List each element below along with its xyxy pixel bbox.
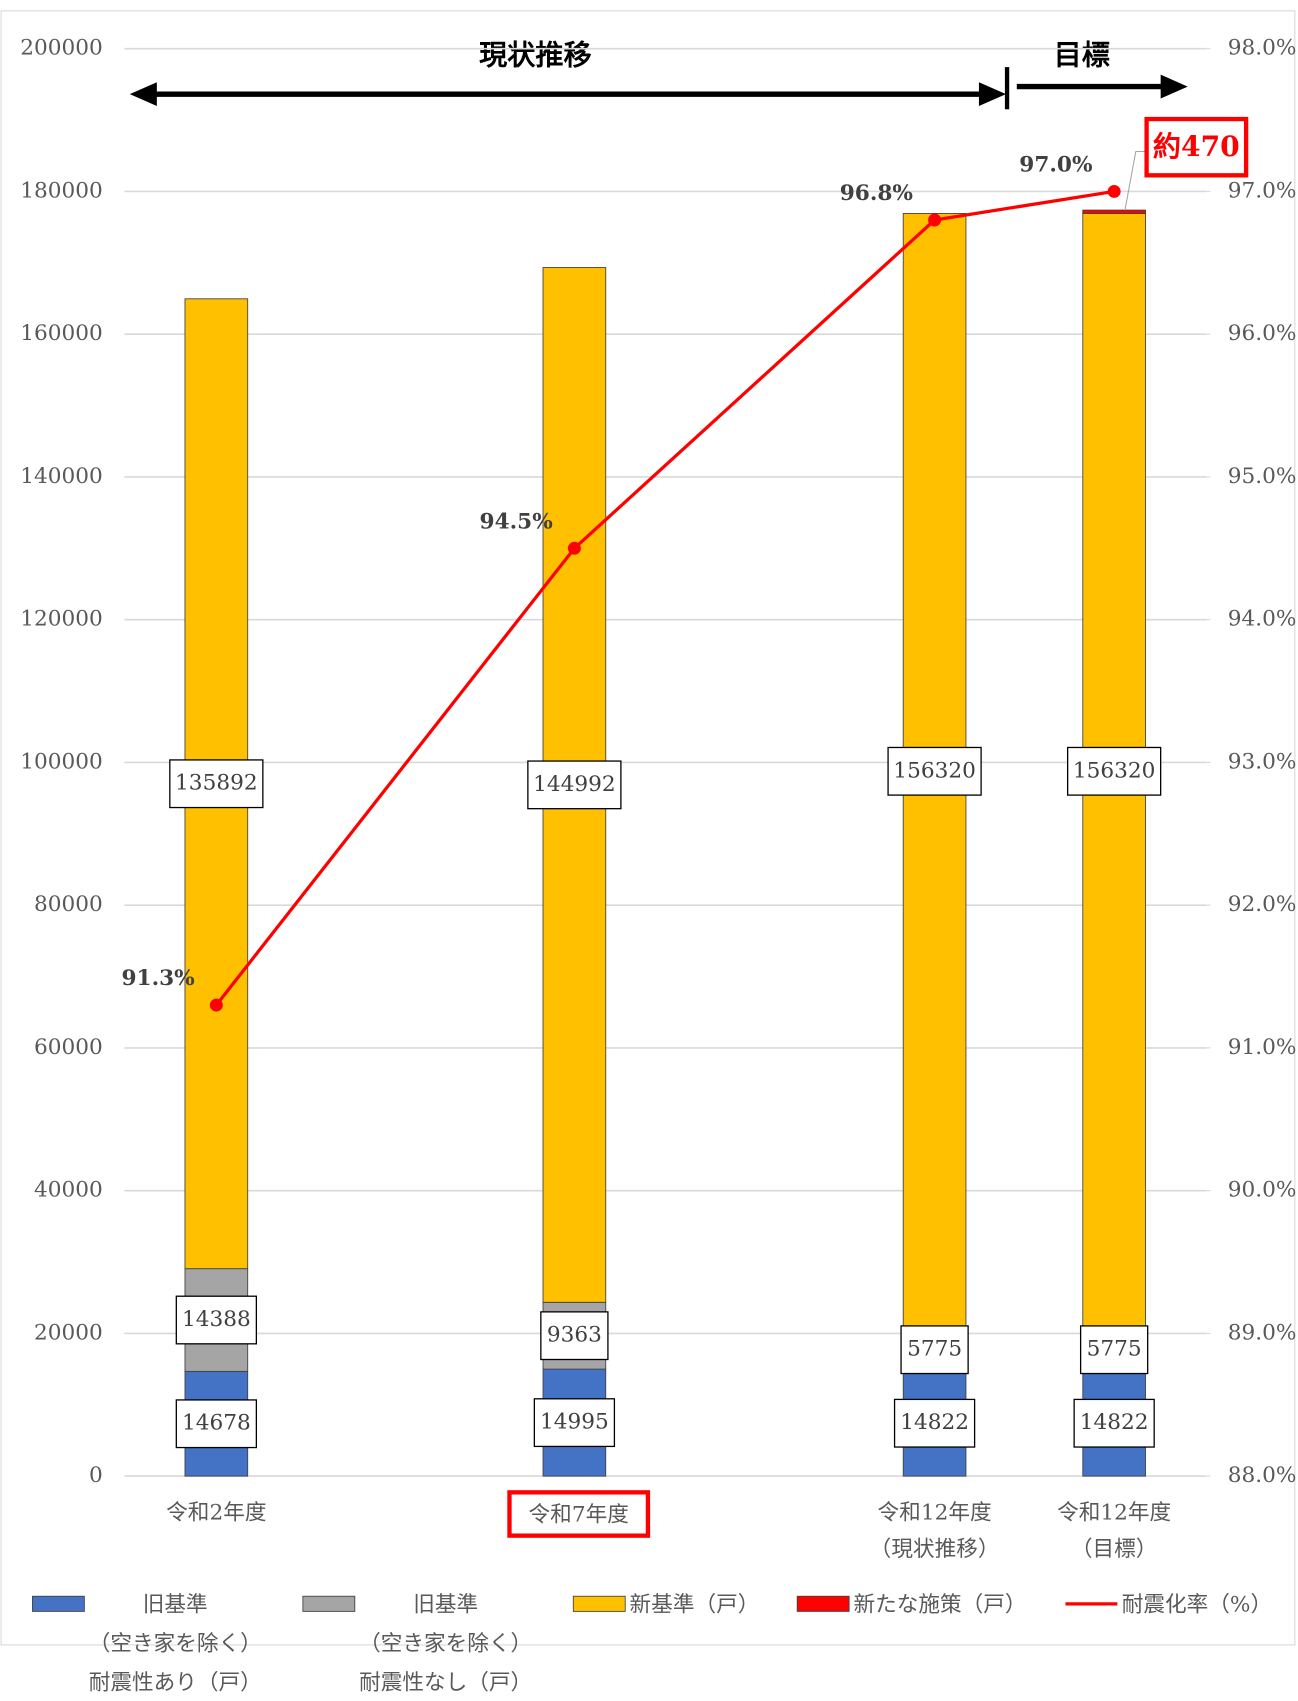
data-label: 135892 (175, 771, 258, 796)
bar-segment (1082, 209, 1146, 214)
label-box (1144, 116, 1249, 178)
y-tick-label: 0 (89, 1463, 103, 1488)
label-box (175, 1399, 258, 1449)
legend-swatch (302, 1595, 356, 1612)
y-tick-label: 140000 (20, 464, 103, 489)
y2-tick-label: 91.0% (1228, 1035, 1297, 1060)
arrow-head (978, 82, 1006, 107)
x-tick-label: 令和12年度 （現状推移） (869, 1498, 1000, 1562)
legend-label: 旧基準 （空き家を除く） 耐震性なし（戸） (359, 1590, 533, 1695)
label-box (1066, 746, 1162, 796)
arrow-head (1160, 74, 1188, 99)
legend-swatch (796, 1595, 850, 1612)
data-label: 91.3% (122, 966, 196, 991)
label-box (887, 746, 982, 796)
label-box (169, 759, 264, 809)
x-tick-label: 令和12年度 （目標） (1057, 1498, 1172, 1562)
bar-labels: 14678 14995 14822 14822 14388 9363 5775 5775 135… (169, 746, 1162, 1449)
legend-swatch (572, 1595, 626, 1612)
line (215, 189, 1115, 1007)
data-label: 14678 (182, 1411, 251, 1436)
data-label: 14388 (182, 1307, 251, 1332)
y-tick-label: 160000 (20, 321, 103, 346)
y2-tick-label: 95.0% (1228, 464, 1297, 489)
y2-tick-label: 90.0% (1228, 1178, 1297, 1203)
data-label: 約470 (1153, 130, 1240, 163)
label-box (175, 1295, 258, 1345)
label-box (527, 760, 622, 810)
y2-tick-label: 93.0% (1228, 749, 1297, 774)
frame (0, 10, 1296, 1646)
data-label: 156320 (1073, 758, 1156, 783)
legend-label: 旧基準 （空き家を除く） 耐震性あり（戸） (88, 1590, 262, 1695)
y-tick-label: 200000 (20, 36, 103, 61)
y2-tick-label: 97.0% (1228, 178, 1297, 203)
line-point (209, 998, 223, 1012)
data-label: 156320 (893, 758, 976, 783)
legend-label: 新基準（戸） (629, 1590, 760, 1617)
y2-tick-label: 94.0% (1228, 607, 1297, 632)
data-label: 94.5% (480, 509, 554, 534)
y2-tick-label: 96.0% (1228, 321, 1297, 346)
label-box (540, 1311, 609, 1361)
y-tick-label: 180000 (20, 178, 103, 203)
legend-swatch (32, 1595, 85, 1612)
data-label: 96.8% (840, 181, 914, 206)
label-box (1079, 1325, 1149, 1375)
annotation: 目標 (1054, 38, 1110, 71)
y2-tick-label: 88.0% (1228, 1463, 1297, 1488)
line-point (928, 213, 942, 227)
y-tick-label: 60000 (34, 1035, 103, 1060)
x-tick-label: 令和2年度 (166, 1498, 267, 1525)
legend-label: 新たな施策（戸） (853, 1590, 1027, 1617)
label-box (893, 1398, 976, 1448)
data-label: 14822 (900, 1410, 969, 1435)
y-tick-label: 100000 (20, 749, 103, 774)
annotation: 現状推移 (479, 38, 591, 71)
data-label: 9363 (547, 1323, 602, 1348)
y-tick-label: 40000 (34, 1178, 103, 1203)
y-tick-label: 120000 (20, 607, 103, 632)
label-box (900, 1325, 969, 1375)
y2-tick-label: 92.0% (1228, 892, 1297, 917)
data-label: 5775 (907, 1337, 962, 1362)
data-label: 97.0% (1019, 152, 1093, 177)
y-tick-label: 80000 (34, 892, 103, 917)
arrow-head (129, 82, 157, 107)
data-label: 144992 (533, 772, 616, 797)
data-label: 5775 (1087, 1337, 1142, 1362)
y2-tick-label: 98.0% (1228, 36, 1297, 61)
data-label: 14822 (1080, 1410, 1149, 1435)
label-box (533, 1398, 616, 1448)
line-point (1107, 184, 1121, 198)
line-point (567, 541, 581, 555)
x-tick-label: 令和7年度 (507, 1490, 651, 1538)
legend-label: 耐震化率（%） (1121, 1590, 1273, 1617)
y-tick-label: 20000 (34, 1320, 103, 1345)
y2-tick-label: 89.0% (1228, 1320, 1297, 1345)
label-box (1073, 1398, 1155, 1448)
data-label: 14995 (540, 1410, 609, 1435)
bars (184, 209, 1146, 1477)
